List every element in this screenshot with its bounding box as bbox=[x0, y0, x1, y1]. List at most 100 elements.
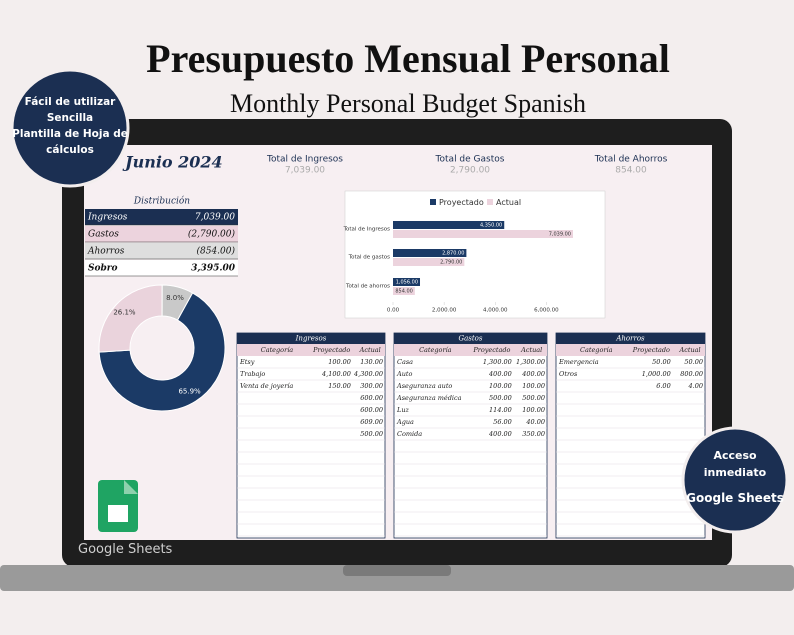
dist-row bbox=[85, 226, 238, 242]
table-body bbox=[236, 332, 386, 539]
badge-text: Acceso bbox=[713, 449, 757, 462]
column-header: Actual bbox=[520, 346, 542, 354]
cell-projected: 1,300.00 bbox=[483, 358, 512, 366]
cell-actual: 300.00 bbox=[360, 382, 383, 390]
dist-value: (854.00) bbox=[196, 246, 235, 257]
cell-category: Otros bbox=[559, 370, 578, 378]
cell-category: Agua bbox=[396, 418, 414, 426]
cell-category: Venta de joyería bbox=[240, 382, 293, 390]
total-label: Total de Ingresos bbox=[266, 155, 343, 165]
bar-label: 2,870.00 bbox=[442, 251, 464, 257]
badge-text: Plantilla de Hoja de bbox=[12, 128, 128, 140]
cell-category: Emergencia bbox=[558, 358, 599, 366]
cell-projected: 100.00 bbox=[328, 358, 351, 366]
bar bbox=[393, 230, 573, 238]
cell-projected: 4,100.00 bbox=[321, 370, 351, 378]
bar bbox=[393, 249, 467, 257]
legend-swatch bbox=[430, 199, 436, 205]
total-label: Total de Gastos bbox=[435, 155, 505, 165]
dist-value: (2,790.00) bbox=[188, 229, 236, 240]
cell-category: Auto bbox=[396, 370, 412, 378]
cell-category: Aseguranza médica bbox=[396, 394, 462, 402]
cell-actual: 600.00 bbox=[360, 394, 383, 402]
badge-text: Fácil de utilizar bbox=[25, 96, 117, 108]
badge-text: Google Sheets bbox=[686, 491, 784, 505]
table-head bbox=[237, 333, 385, 344]
table-subhead bbox=[556, 344, 705, 356]
dist-row bbox=[85, 209, 238, 225]
total-value: 7,039.00 bbox=[285, 166, 325, 176]
x-tick-label: 2,000.00 bbox=[432, 308, 457, 314]
badge-right bbox=[681, 426, 789, 534]
cell-projected: 56.00 bbox=[493, 418, 512, 426]
table-title: Gastos bbox=[459, 335, 483, 343]
total-label: Total de Ahorros bbox=[594, 155, 668, 165]
cell-actual: 100.00 bbox=[522, 406, 545, 414]
cell-actual: 40.00 bbox=[525, 418, 545, 426]
column-header: Proyectado bbox=[312, 346, 350, 354]
cell-projected: 6.00 bbox=[656, 382, 670, 390]
badge-left bbox=[10, 68, 130, 188]
cell-actual: 4.00 bbox=[688, 382, 703, 390]
table-subhead bbox=[394, 344, 547, 356]
month: Junio 2024 bbox=[122, 153, 223, 172]
total-value: 2,790.00 bbox=[450, 166, 490, 176]
dist-row bbox=[85, 243, 238, 259]
dist-label: Ahorros bbox=[87, 247, 125, 257]
cell-projected: 150.00 bbox=[328, 382, 351, 390]
chart-box bbox=[344, 190, 606, 319]
column-header: Actual bbox=[679, 346, 701, 354]
badge-text: cálculos bbox=[46, 144, 94, 156]
table-title: Ahorros bbox=[615, 335, 645, 343]
cell-actual: 350.00 bbox=[522, 430, 545, 438]
dist-title: Distribución bbox=[133, 196, 190, 207]
cell-actual: 600.00 bbox=[360, 406, 383, 414]
dist-value: 7,039.00 bbox=[195, 213, 235, 223]
category-label: Total de Ingresos bbox=[343, 227, 391, 233]
table-head bbox=[394, 333, 547, 344]
sheets-icon-fold bbox=[124, 480, 138, 494]
bar-label: 7,039.00 bbox=[549, 232, 571, 238]
dist-value: 3,395.00 bbox=[191, 264, 236, 274]
cell-projected: 114.00 bbox=[489, 406, 512, 414]
cell-actual: 1,300.00 bbox=[516, 358, 545, 366]
subtitle: Monthly Personal Budget Spanish bbox=[230, 89, 586, 118]
table-body bbox=[393, 332, 548, 539]
dist-label: Gastos bbox=[88, 230, 119, 240]
cell-category: Casa bbox=[397, 358, 413, 366]
dist-label: Ingresos bbox=[87, 213, 128, 223]
cell-projected: 400.00 bbox=[488, 430, 512, 438]
cell-projected: 1,000.00 bbox=[642, 370, 671, 378]
badge-text: inmediato bbox=[704, 466, 767, 479]
column-header: Actual bbox=[359, 346, 381, 354]
cell-actual: 100.00 bbox=[522, 382, 545, 390]
cell-actual: 800.00 bbox=[680, 370, 703, 378]
cell-actual: 500.00 bbox=[360, 430, 383, 438]
cell-category: Luz bbox=[396, 406, 410, 414]
bar-label: 1,056.00 bbox=[396, 280, 418, 286]
column-header: Categoría bbox=[419, 346, 452, 354]
table-head bbox=[556, 333, 705, 344]
cell-projected: 400.00 bbox=[488, 370, 512, 378]
cell-category: Etsy bbox=[239, 358, 255, 366]
sheets-icon-grid bbox=[108, 505, 128, 522]
column-header: Proyectado bbox=[632, 346, 670, 354]
cell-actual: 50.00 bbox=[684, 358, 703, 366]
column-header: Categoría bbox=[580, 346, 613, 354]
badge-text: Sencilla bbox=[47, 112, 93, 124]
x-tick-label: 0.00 bbox=[387, 308, 400, 314]
category-label: Total de gastos bbox=[348, 255, 390, 261]
laptop-base bbox=[0, 565, 794, 591]
bar-label: 2,790.00 bbox=[440, 260, 462, 266]
cell-projected: 500.00 bbox=[489, 394, 512, 402]
cell-projected: 50.00 bbox=[652, 358, 671, 366]
cell-actual: 609.00 bbox=[360, 418, 383, 426]
column-header: Proyectado bbox=[472, 346, 510, 354]
cell-actual: 500.00 bbox=[522, 394, 545, 402]
table-body bbox=[555, 332, 706, 539]
laptop-notch bbox=[343, 565, 451, 576]
cell-actual: 400.00 bbox=[521, 370, 545, 378]
donut-label: 8.0% bbox=[166, 294, 184, 302]
